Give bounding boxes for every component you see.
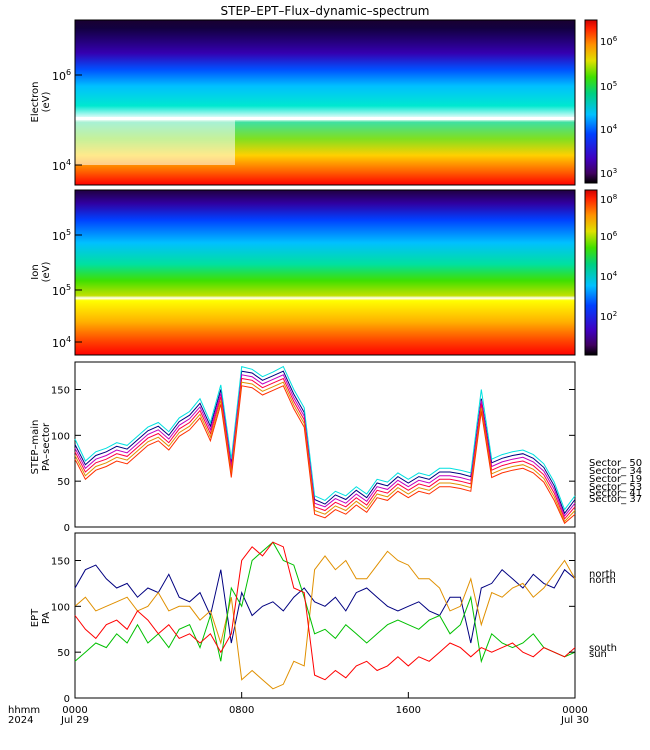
ion-cbar-tick-2: 106 xyxy=(600,230,618,243)
step-pa-y-axis: 0 50 100 150 xyxy=(51,386,575,534)
xtick-label: 0000 xyxy=(62,705,87,716)
ept-pa-ytick-label: 50 xyxy=(57,648,70,659)
ion-cbar-tick-1: 108 xyxy=(600,193,617,206)
legend-sector-34: Sector_ 34 xyxy=(589,466,642,477)
electron-cbar-tick-4: 103 xyxy=(600,167,617,180)
ion-y-axis: 105 105 104 Ion(eV) xyxy=(30,228,82,350)
step-pa-panel: 0 50 100 150 STEP–mainPA–sector Sector_ 50 … xyxy=(30,361,642,534)
electron-frame xyxy=(74,19,576,186)
step-pa-ytick-label: 100 xyxy=(51,431,70,442)
step-pa-series-line-2 xyxy=(74,365,576,511)
legend-sector-53: Sector_ 53 xyxy=(589,482,642,493)
step-pa-series-line-4 xyxy=(74,377,576,520)
electron-cbar-tick-1: 106 xyxy=(600,35,618,48)
ept-pa-series-line-2 xyxy=(74,550,576,690)
electron-colorbar-gradient xyxy=(584,19,598,184)
ept-pa-y-axis: 0 50 100 150 xyxy=(51,557,575,705)
legend-sector-37: Sector_ 37 xyxy=(589,494,642,505)
electron-y-axis: 106 104 Electron(eV) xyxy=(30,68,82,173)
step-pa-series-line-5 xyxy=(74,381,576,523)
legend-south: south xyxy=(589,643,617,654)
legend-sector-41: Sector_ 41 xyxy=(589,488,642,499)
ept-pa-ylabel: EPTPA xyxy=(30,608,52,627)
ept-pa-ytick-label: 0 xyxy=(64,694,70,705)
electron-ytick-2: 104 xyxy=(52,158,71,173)
step-pa-ytick-label: 0 xyxy=(64,523,70,534)
legend-sector-19: Sector_ 19 xyxy=(589,474,642,485)
step-pa-legend: Sector_ 50 Sector_ 34 Sector_ 19 Sector_… xyxy=(589,458,642,505)
ion-ytick-3: 104 xyxy=(52,335,71,350)
x-axis: 0000 0800 1600 0000 xyxy=(62,692,588,716)
ion-panel: 105 105 104 Ion(eV) 108 106 104 102 xyxy=(30,189,618,356)
electron-cbar-tick-3: 104 xyxy=(600,123,618,136)
step-pa-ylabel: STEP–mainPA–sector xyxy=(30,420,52,475)
ion-spectrogram xyxy=(75,190,575,355)
legend-sun: sun xyxy=(589,649,607,660)
ion-colorbar: 108 106 104 102 xyxy=(584,189,618,356)
chart-title: STEP–EPT–Flux–dynamic–spectrum xyxy=(221,4,430,18)
ion-ytick-1: 105 xyxy=(52,228,71,243)
ept-pa-series-group xyxy=(74,541,576,690)
ept-pa-series-line-4 xyxy=(74,541,576,681)
x-sublabel-year: 2024 xyxy=(8,715,33,726)
step-pa-series-line-1 xyxy=(74,370,576,515)
x-date-start: Jul 29 xyxy=(60,715,89,726)
ion-frame xyxy=(74,189,576,356)
legend-sector-50: Sector_ 50 xyxy=(589,458,642,469)
step-pa-series-line-3 xyxy=(74,374,576,517)
step-pa-series-group xyxy=(74,365,576,525)
electron-gap-stripe xyxy=(75,117,575,120)
ept-pa-ytick-label: 150 xyxy=(51,557,70,568)
x-date-end: Jul 30 xyxy=(560,715,589,726)
electron-sparse-region xyxy=(75,120,235,165)
ion-ylabel: Ion(eV) xyxy=(30,262,52,283)
ion-cbar-tick-4: 102 xyxy=(600,310,617,323)
ept-pa-legend: north north south sun xyxy=(589,569,617,660)
step-pa-ytick-label: 150 xyxy=(51,386,70,397)
x-sublabel-hhmm: hhmm xyxy=(8,705,40,716)
legend-north-sun: north xyxy=(589,569,616,580)
xtick-label: 0000 xyxy=(562,705,587,716)
step-pa-frame xyxy=(74,361,576,528)
ion-cbar-tick-3: 104 xyxy=(600,270,618,283)
legend-north: north xyxy=(589,575,616,586)
electron-ylabel: Electron(eV) xyxy=(30,81,52,122)
ept-pa-ytick-label: 100 xyxy=(51,602,70,613)
electron-cbar-tick-2: 105 xyxy=(600,80,617,93)
electron-ytick-1: 106 xyxy=(52,68,71,83)
electron-panel: 106 104 Electron(eV) 106 105 104 103 xyxy=(30,19,618,186)
ept-pa-panel: 0 50 100 150 EPTPA north north south sun 00… xyxy=(8,532,617,726)
electron-colorbar: 106 105 104 103 xyxy=(584,19,618,184)
ion-ytick-2: 105 xyxy=(52,283,71,298)
xtick-label: 0800 xyxy=(229,705,254,716)
step-pa-ytick-label: 50 xyxy=(57,477,70,488)
step-pa-series-line-6 xyxy=(74,385,576,525)
ept-pa-frame xyxy=(74,532,576,699)
xtick-label: 1600 xyxy=(396,705,421,716)
ion-colorbar-gradient xyxy=(584,189,598,356)
